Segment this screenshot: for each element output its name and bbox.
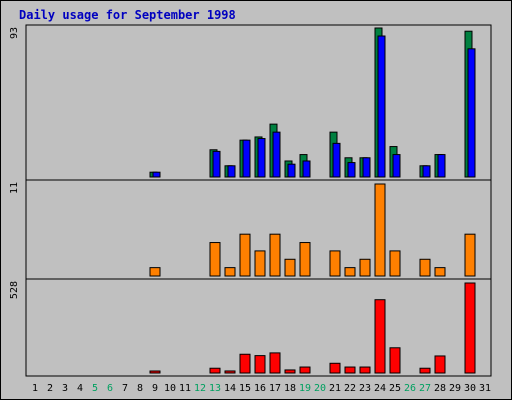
bar-pages-s1-day-30 bbox=[464, 233, 476, 277]
x-tick-label-day-4: 4 bbox=[77, 383, 83, 394]
bar-hits-files-s2-day-18 bbox=[287, 163, 296, 178]
bar-hits-files-s2-day-27 bbox=[422, 165, 431, 178]
bar-pages-s1-day-9 bbox=[149, 267, 161, 277]
bar-pages-s1-day-24 bbox=[374, 183, 386, 277]
x-tick-label-day-22: 22 bbox=[344, 383, 356, 394]
x-tick-label-day-16: 16 bbox=[254, 383, 266, 394]
x-tick-label-day-31: 31 bbox=[479, 383, 491, 394]
bar-hits-files-s2-day-30 bbox=[467, 48, 476, 178]
bar-hits-files-s2-day-14 bbox=[227, 165, 236, 178]
y-max-label-pages: 11 bbox=[9, 182, 20, 194]
x-tick-label-day-13: 13 bbox=[209, 383, 221, 394]
bar-pages-s1-day-17 bbox=[269, 233, 281, 277]
x-tick-label-day-29: 29 bbox=[449, 383, 461, 394]
bar-kbytes-s1-day-25 bbox=[389, 347, 401, 374]
bar-pages-s1-day-27 bbox=[419, 258, 431, 277]
bar-pages-s1-day-21 bbox=[329, 250, 341, 277]
x-tick-label-day-24: 24 bbox=[374, 383, 386, 394]
bar-kbytes-s1-day-15 bbox=[239, 353, 251, 374]
bar-pages-s1-day-23 bbox=[359, 258, 371, 277]
bar-hits-files-s2-day-13 bbox=[212, 150, 221, 178]
bar-pages-s1-day-22 bbox=[344, 267, 356, 277]
bar-hits-files-s2-day-19 bbox=[302, 160, 311, 178]
x-tick-label-day-17: 17 bbox=[269, 383, 281, 394]
bar-hits-files-s2-day-22 bbox=[347, 162, 356, 178]
bar-kbytes-s1-day-9 bbox=[149, 370, 161, 374]
x-tick-label-day-10: 10 bbox=[164, 383, 176, 394]
bar-hits-files-s2-day-21 bbox=[332, 142, 341, 178]
bar-kbytes-s1-day-18 bbox=[284, 369, 296, 374]
bar-pages-s1-day-14 bbox=[224, 267, 236, 277]
x-tick-label-day-15: 15 bbox=[239, 383, 251, 394]
y-max-label-kbytes: 528 bbox=[9, 281, 20, 299]
x-tick-label-day-26: 26 bbox=[404, 383, 416, 394]
bar-pages-s1-day-28 bbox=[434, 267, 446, 277]
y-max-label-hits-files: 93 bbox=[9, 27, 20, 39]
x-tick-label-day-6: 6 bbox=[107, 383, 113, 394]
bar-kbytes-s1-day-14 bbox=[224, 370, 236, 374]
x-tick-label-day-14: 14 bbox=[224, 383, 236, 394]
x-tick-label-day-19: 19 bbox=[299, 383, 311, 394]
x-tick-label-day-11: 11 bbox=[179, 383, 191, 394]
x-tick-label-day-27: 27 bbox=[419, 383, 431, 394]
bar-pages-s1-day-16 bbox=[254, 250, 266, 277]
bar-kbytes-s1-day-22 bbox=[344, 366, 356, 374]
bar-kbytes-s1-day-23 bbox=[359, 366, 371, 374]
bar-hits-files-s2-day-17 bbox=[272, 131, 281, 178]
x-tick-label-day-18: 18 bbox=[284, 383, 296, 394]
x-tick-label-day-30: 30 bbox=[464, 383, 476, 394]
x-tick-label-day-25: 25 bbox=[389, 383, 401, 394]
bar-pages-s1-day-25 bbox=[389, 250, 401, 277]
x-tick-label-day-8: 8 bbox=[137, 383, 143, 394]
bar-hits-files-s2-day-23 bbox=[362, 157, 371, 178]
chart-title: Daily usage for September 1998 bbox=[19, 8, 236, 22]
bar-hits-files-s2-day-9 bbox=[152, 171, 161, 178]
x-tick-label-day-9: 9 bbox=[152, 383, 158, 394]
bar-hits-files-s2-day-24 bbox=[377, 35, 386, 178]
x-tick-label-day-5: 5 bbox=[92, 383, 98, 394]
bar-hits-files-s2-day-28 bbox=[437, 154, 446, 178]
bar-kbytes-s1-day-27 bbox=[419, 367, 431, 374]
bar-pages-s1-day-18 bbox=[284, 258, 296, 277]
x-tick-label-day-2: 2 bbox=[47, 383, 53, 394]
bar-kbytes-s1-day-13 bbox=[209, 367, 221, 374]
bar-pages-s1-day-19 bbox=[299, 242, 311, 277]
x-tick-label-day-23: 23 bbox=[359, 383, 371, 394]
bar-kbytes-s1-day-19 bbox=[299, 366, 311, 374]
bar-kbytes-s1-day-28 bbox=[434, 355, 446, 374]
bar-kbytes-s1-day-21 bbox=[329, 362, 341, 374]
bar-kbytes-s1-day-17 bbox=[269, 352, 281, 374]
bar-pages-s1-day-13 bbox=[209, 242, 221, 277]
x-tick-label-day-28: 28 bbox=[434, 383, 446, 394]
x-tick-label-day-7: 7 bbox=[122, 383, 128, 394]
x-tick-label-day-3: 3 bbox=[62, 383, 68, 394]
bar-kbytes-s1-day-30 bbox=[464, 282, 476, 374]
x-tick-label-day-20: 20 bbox=[314, 383, 326, 394]
bar-kbytes-s1-day-16 bbox=[254, 355, 266, 374]
x-tick-label-day-1: 1 bbox=[32, 383, 38, 394]
bar-pages-s1-day-15 bbox=[239, 233, 251, 277]
bar-hits-files-s2-day-15 bbox=[242, 139, 251, 178]
bar-hits-files-s2-day-25 bbox=[392, 154, 401, 178]
bar-kbytes-s1-day-24 bbox=[374, 299, 386, 374]
x-tick-label-day-12: 12 bbox=[194, 383, 206, 394]
bar-hits-files-s2-day-16 bbox=[257, 138, 266, 178]
x-tick-label-day-21: 21 bbox=[329, 383, 341, 394]
